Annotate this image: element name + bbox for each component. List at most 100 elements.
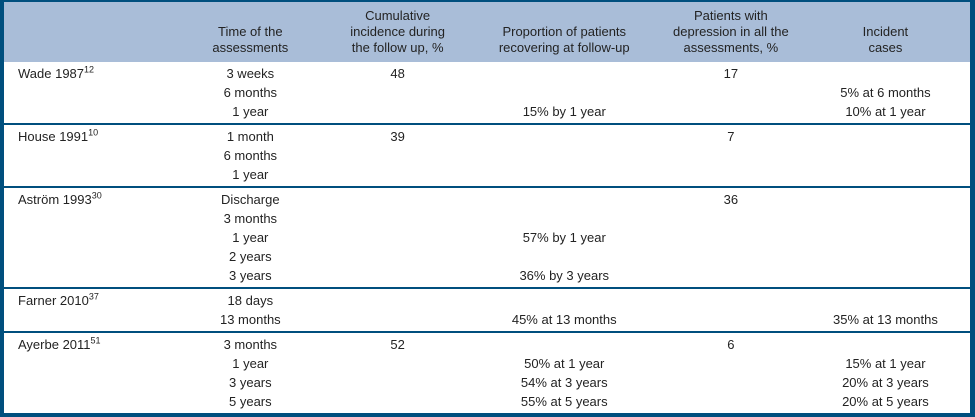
cell-line (665, 310, 797, 329)
cell-line: 15% by 1 year (522, 104, 606, 119)
cell-line: 1 year (232, 167, 269, 182)
study-reference-number: 37 (88, 291, 99, 302)
cell-line (472, 64, 657, 83)
cell-line (332, 165, 464, 184)
study-cell: House 199110 (4, 127, 173, 184)
cumulative-cell (328, 291, 468, 329)
header-time-of-assessments: Time of the assessments (173, 24, 328, 56)
header-proportion-label: Proportion of patients recovering at fol… (498, 24, 630, 55)
depression-cell (661, 291, 801, 329)
cell-line: 57% by 1 year (522, 230, 606, 245)
cell-line: 36 (723, 192, 739, 207)
table-row: Farner 201037 18 days 13 months 45% at 13 m… (4, 287, 970, 331)
incident-cell: 5% at 6 months 10% at 1 year (801, 64, 970, 121)
header-cumulative-label: Cumulative incidence during the follow u… (350, 8, 445, 55)
header-depression-label: Patients with depression in all the asse… (673, 8, 789, 55)
cell-line: 1 year (232, 356, 269, 371)
cumulative-cell (328, 190, 468, 285)
cell-line (472, 146, 657, 165)
cell-line (472, 335, 657, 354)
study-reference-number: 10 (88, 127, 99, 138)
cell-line (805, 165, 966, 184)
header-incident-label: Incident cases (862, 24, 909, 55)
cell-line: 48 (390, 66, 405, 81)
study-reference-number: 30 (91, 190, 102, 201)
time-cell: 3 weeks 6 months 1 year (173, 64, 328, 121)
cell-line (805, 190, 966, 209)
table-row: House 199110 1 month 6 months 1 year 39 7 (4, 123, 970, 186)
cell-line (332, 266, 464, 285)
time-cell: 18 days 13 months (173, 291, 328, 329)
cumulative-cell: 52 (328, 335, 468, 411)
cell-line (665, 392, 797, 411)
cell-line: 17 (723, 66, 739, 81)
cell-line: 1 year (232, 230, 269, 245)
cell-line (665, 165, 797, 184)
study-name: Wade 198712 (18, 64, 95, 81)
cumulative-cell: 39 (328, 127, 468, 184)
table-header-row: Time of the assessments Cumulative incid… (4, 2, 970, 62)
cell-line (332, 392, 464, 411)
cell-line (805, 291, 966, 310)
depression-cell: 6 (661, 335, 801, 411)
cell-line (332, 83, 464, 102)
cell-line: 15% at 1 year (845, 356, 926, 371)
proportion-cell: 15% by 1 year (468, 64, 661, 121)
cell-line: 6 months (223, 85, 278, 100)
study-name: House 199110 (18, 127, 99, 144)
cell-line (805, 209, 966, 228)
cell-line: Discharge (221, 192, 280, 207)
cell-line (805, 127, 966, 146)
cell-line (805, 228, 966, 247)
cell-line: 35% at 13 months (833, 312, 938, 327)
incident-cell (801, 190, 970, 285)
cell-line (332, 247, 464, 266)
cell-line: 20% at 5 years (842, 394, 929, 409)
cell-line (665, 354, 797, 373)
cell-line (665, 247, 797, 266)
cell-line: 1 year (232, 104, 269, 119)
cell-line: 3 months (223, 211, 278, 226)
depression-cell: 7 (661, 127, 801, 184)
cell-line (332, 291, 464, 310)
cell-line: 3 months (223, 337, 278, 352)
cell-line (472, 83, 657, 102)
cell-line: 54% at 3 years (520, 375, 608, 390)
time-cell: 3 months 1 year 3 years 5 years (173, 335, 328, 411)
cell-line: 45% at 13 months (511, 312, 617, 327)
cell-line: 6 (727, 337, 735, 352)
table-row: Ayerbe 201151 3 months 1 year 3 years 5 year… (4, 331, 970, 413)
depression-cell: 17 (661, 64, 801, 121)
cell-line (805, 146, 966, 165)
cell-line: 6 months (223, 148, 278, 163)
cell-line (805, 64, 966, 83)
time-cell: Discharge 3 months 1 year 2 years 3 years (173, 190, 328, 285)
cumulative-cell: 48 (328, 64, 468, 121)
proportion-cell: 50% at 1 year 54% at 3 years 55% at 5 year… (468, 335, 661, 411)
cell-line: 2 years (229, 249, 272, 264)
cell-line (332, 373, 464, 392)
study-cell: Farner 201037 (4, 291, 173, 329)
cell-line (665, 209, 797, 228)
proportion-cell: 45% at 13 months (468, 291, 661, 329)
cell-line (805, 335, 966, 354)
study-reference-number: 51 (90, 335, 101, 346)
cell-line: 36% by 3 years (519, 268, 610, 283)
cell-line (472, 291, 657, 310)
cell-line (805, 266, 966, 285)
cell-line (332, 190, 464, 209)
cell-line (472, 247, 657, 266)
study-cell: Aström 199330 (4, 190, 173, 285)
header-depression-all-assessments: Patients with depression in all the asse… (661, 8, 801, 56)
cell-line (472, 127, 657, 146)
cell-line (665, 146, 797, 165)
cell-line (472, 209, 657, 228)
cell-line: 1 month (226, 129, 274, 144)
cell-line (332, 102, 464, 121)
incident-cell: 15% at 1 year 20% at 3 years 20% at 5 year… (801, 335, 970, 411)
cell-line (665, 228, 797, 247)
time-cell: 1 month 6 months 1 year (173, 127, 328, 184)
cell-line (332, 354, 464, 373)
proportion-cell (468, 127, 661, 184)
